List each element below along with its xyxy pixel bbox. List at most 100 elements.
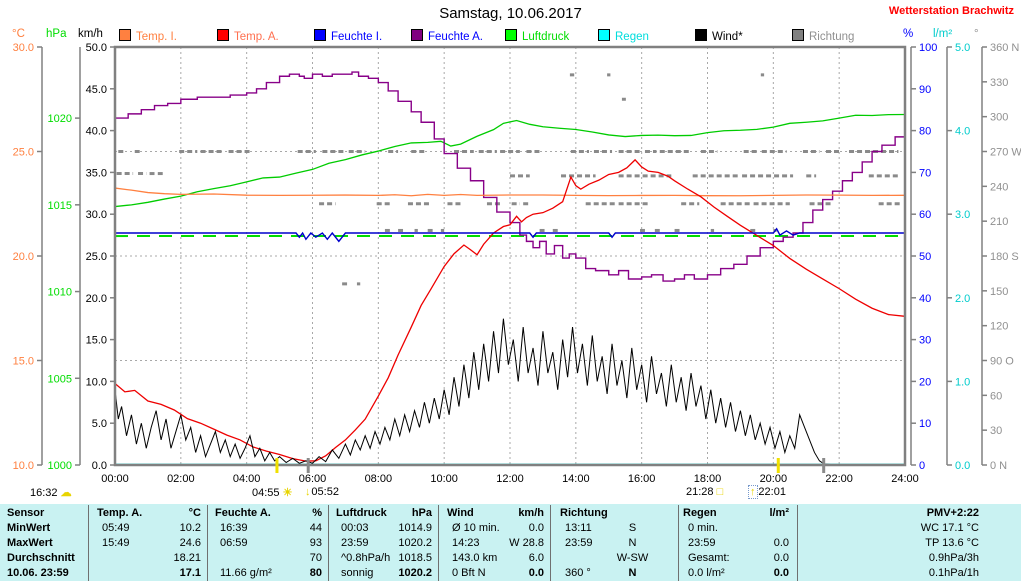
legend-item-2: Feuchte I. <box>314 29 383 43</box>
legend-swatch-icon <box>217 29 229 41</box>
axis-tick-label: 90 O <box>990 356 1014 368</box>
stat-value: N <box>628 537 637 549</box>
row-label: Durchschnitt <box>7 552 75 564</box>
station-name: Wetterstation Brachwitz <box>888 5 1014 17</box>
stats-table: Sensor MinWert MaxWert Durchschnitt 10.06. 2… <box>0 504 1021 581</box>
column-unit: hPa <box>411 507 432 519</box>
stat-value: 93 <box>309 537 322 549</box>
weather-chart: 00:00 02:00 04:00 06:00 08:00 10:00 12:00 14:00… <box>13 42 1021 485</box>
table-separator <box>88 505 89 581</box>
column-unit: % <box>312 507 322 519</box>
stat-desc: 23:59 <box>565 537 593 549</box>
stat-value: 1020.2 <box>398 537 432 549</box>
legend-label: Regen <box>615 31 649 43</box>
axis-tick-label: 0.0 <box>92 460 107 472</box>
legend-item-0: Temp. I. <box>119 29 177 43</box>
stat-value: 0.0 <box>528 567 544 579</box>
series-feuchte-a- <box>115 71 906 282</box>
axis-tick-label: 0 <box>919 460 925 472</box>
event-marker-0: 16:32 ☁ <box>30 486 72 499</box>
legend-label: Wind* <box>712 31 743 43</box>
row-label: MinWert <box>7 522 51 534</box>
stat-desc: 0 Bft N <box>452 567 486 579</box>
axis-tick-label: 06:00 <box>299 473 327 485</box>
axis-unit-2: km/h <box>78 28 103 40</box>
axis-unit-5: ° <box>974 28 979 40</box>
axis-tick-label: 40 <box>919 293 931 305</box>
axis-tick-label: 00:00 <box>101 473 129 485</box>
axis-tick-label: 60 <box>919 209 931 221</box>
legend-label: Feuchte A. <box>428 31 483 43</box>
stat-desc: 14:23 <box>452 537 480 549</box>
series-wind- <box>114 318 905 466</box>
stat-value: 6.0 <box>528 552 544 564</box>
column-unit: °C <box>188 507 201 519</box>
axis-tick-label: 30.0 <box>13 42 34 54</box>
event-marker-3: 21:28 □ <box>686 486 723 498</box>
stat-desc: 16:39 <box>220 522 248 534</box>
axis-tick-label: 4.0 <box>955 126 970 138</box>
arrow-down-icon: ↓ <box>305 486 311 498</box>
axis-tick-label: 60 <box>990 390 1002 402</box>
axis-tick-label: 20.0 <box>13 251 34 263</box>
table-separator <box>550 505 551 581</box>
square-icon: □ <box>716 486 724 498</box>
column-header: Temp. A. <box>97 507 143 519</box>
stat-desc: 0 min. <box>688 522 718 534</box>
table-separator <box>438 505 439 581</box>
axis-tick-label: 120 <box>990 321 1008 333</box>
stat-value: 44 <box>309 522 322 534</box>
legend-swatch-icon <box>792 29 804 41</box>
summary-line: WC 17.1 °C <box>920 522 979 534</box>
stat-desc: 143.0 km <box>452 552 498 564</box>
axis-tick-label: 1015 <box>48 200 72 212</box>
stat-value: S <box>628 522 637 534</box>
event-time: 04:55 <box>252 487 280 499</box>
stat-value: W 28.8 <box>509 537 544 549</box>
axis-tick-label: 1000 <box>48 460 72 472</box>
stat-desc: 00:03 <box>341 522 369 534</box>
chart-legend: Temp. I. Temp. A. Feuchte I. Feuchte A. Luft… <box>0 29 1021 43</box>
axis-tick-label: 180 S <box>990 251 1019 263</box>
axis-tick-label: 12:00 <box>496 473 524 485</box>
axis-unit-4: l/m² <box>933 28 953 40</box>
axis-tick-label: 30.0 <box>86 209 107 221</box>
axis-tick-label: 18:00 <box>694 473 722 485</box>
legend-item-6: Wind* <box>695 29 743 43</box>
legend-swatch-icon <box>314 29 326 41</box>
stat-desc: 23:59 <box>341 537 369 549</box>
axis-tick-label: 70 <box>919 167 931 179</box>
row-label: MaxWert <box>7 537 53 549</box>
legend-label: Luftdruck <box>522 31 570 43</box>
axis-tick-label: 5.0 <box>955 42 970 54</box>
axis-tick-label: 15.0 <box>13 356 34 368</box>
axis-tick-label: 80 <box>919 126 931 138</box>
stat-value: 24.6 <box>179 537 201 549</box>
axis-tick-label: 16:00 <box>628 473 656 485</box>
axis-tick-label: 45.0 <box>86 84 107 96</box>
legend-label: Temp. A. <box>234 31 279 43</box>
legend-label: Temp. I. <box>136 31 177 43</box>
series-luftdruck <box>114 113 906 208</box>
stat-value: 0.0 <box>773 567 789 579</box>
axis-tick-label: 25.0 <box>13 147 34 159</box>
cloud-icon: ☁ <box>60 487 72 499</box>
stat-desc: 06:59 <box>220 537 248 549</box>
stat-value: 18.21 <box>173 552 201 564</box>
stat-value: 1018.5 <box>398 552 432 564</box>
stat-value: W-SW <box>616 552 649 564</box>
legend-swatch-icon <box>695 29 707 41</box>
axis-tick-label: 10 <box>919 418 931 430</box>
legend-swatch-icon <box>119 29 131 41</box>
legend-swatch-icon <box>505 29 517 41</box>
table-separator <box>797 505 798 581</box>
legend-item-3: Feuchte A. <box>411 29 483 43</box>
stat-value: 1020.2 <box>398 567 432 579</box>
stat-value: 80 <box>309 567 322 579</box>
stat-value: 0.0 <box>773 552 789 564</box>
legend-item-1: Temp. A. <box>217 29 279 43</box>
column-header: Richtung <box>560 507 608 519</box>
summary-line: PMV+2:22 <box>926 507 979 519</box>
legend-label: Feuchte I. <box>331 31 383 43</box>
axis-tick-label: 2.0 <box>955 293 970 305</box>
